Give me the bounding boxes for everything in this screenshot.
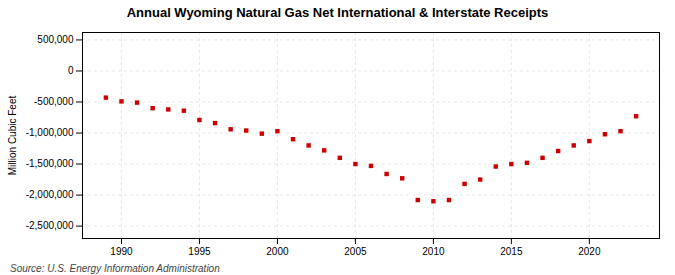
svg-text:500,000: 500,000 bbox=[37, 34, 74, 45]
svg-text:2020: 2020 bbox=[578, 246, 601, 257]
svg-text:2000: 2000 bbox=[266, 246, 289, 257]
html-text:Annual Wyoming Natural Gas Net: Annual Wyoming Natural Gas Net Internati… bbox=[126, 5, 549, 20]
svg-text:-2,500,000: -2,500,000 bbox=[26, 220, 74, 231]
svg-text:-500,000: -500,000 bbox=[34, 96, 74, 107]
svg-text:1990: 1990 bbox=[110, 246, 133, 257]
svg-text:2015: 2015 bbox=[500, 246, 523, 257]
svg-text:2005: 2005 bbox=[344, 246, 367, 257]
svg-text:0: 0 bbox=[68, 65, 74, 76]
html-text:Source: U.S. Energy Informatio: Source: U.S. Energy Information Administ… bbox=[10, 263, 220, 274]
svg-text:1995: 1995 bbox=[188, 246, 211, 257]
svg-text:-1,000,000: -1,000,000 bbox=[26, 127, 74, 138]
svg-text:-2,000,000: -2,000,000 bbox=[26, 189, 74, 200]
svg-text:Million Cubic Feet: Million Cubic Feet bbox=[7, 96, 18, 176]
svg-text:2010: 2010 bbox=[422, 246, 445, 257]
svg-text:-1,500,000: -1,500,000 bbox=[26, 158, 74, 169]
